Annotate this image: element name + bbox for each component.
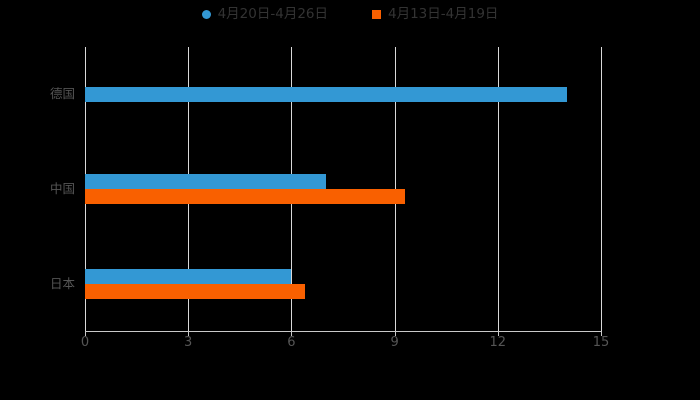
bar-series-2[interactable] <box>85 189 405 204</box>
x-tick-mark <box>497 331 499 336</box>
x-tick-mark <box>394 331 396 336</box>
plot-area <box>85 47 602 331</box>
legend-item-series-1[interactable]: 4月20日-4月26日 <box>201 6 328 22</box>
x-tick-label: 0 <box>80 335 90 350</box>
gridline <box>601 47 602 331</box>
x-tick-mark <box>601 331 602 336</box>
y-axis-label-1: 德国 <box>49 86 75 102</box>
x-tick-label: 12 <box>489 335 507 350</box>
x-tick-label: 9 <box>390 335 399 350</box>
legend-label-series-1: 4月20日-4月26日 <box>217 6 328 22</box>
legend-item-series-2[interactable]: 4月13日-4月19日 <box>372 6 499 22</box>
square-marker-icon <box>372 10 381 20</box>
bar-series-1[interactable] <box>85 268 292 284</box>
y-axis-label-3: 日本 <box>49 275 75 291</box>
bar-series-1[interactable] <box>85 174 326 189</box>
bar-series-2[interactable] <box>85 283 306 299</box>
y-axis-label-2: 中国 <box>49 180 75 196</box>
x-tick-label: 3 <box>184 335 193 350</box>
x-tick-mark <box>291 331 293 336</box>
legend-label-series-2: 4月13日-4月19日 <box>388 6 499 22</box>
x-tick-mark <box>188 331 190 336</box>
gridline <box>497 47 499 331</box>
bar-series-1[interactable] <box>85 86 567 102</box>
x-axis-line <box>85 331 602 332</box>
chart-legend: 4月20日-4月26日 4月13日-4月19日 <box>0 6 700 22</box>
x-tick-mark <box>85 331 86 336</box>
x-tick-label: 6 <box>287 335 296 350</box>
x-tick-label: 15 <box>592 335 610 350</box>
circle-marker-icon <box>201 10 211 20</box>
